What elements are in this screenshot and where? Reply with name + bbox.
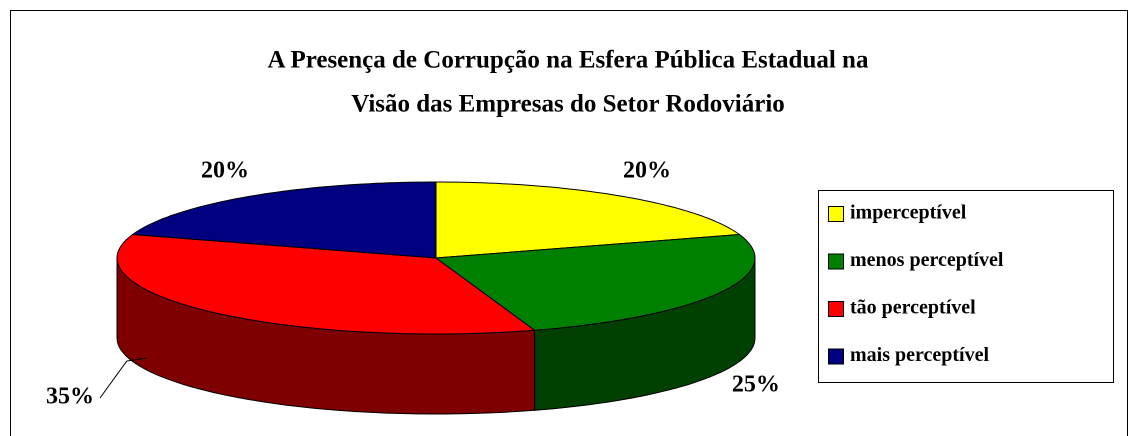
- data-label: 20%: [201, 158, 249, 184]
- slice: [434, 233, 756, 331]
- data-label: 20%: [623, 158, 671, 184]
- legend-swatch: [828, 206, 844, 222]
- legend-swatch: [828, 301, 844, 317]
- slice: [435, 181, 741, 259]
- legend-label: mais perceptível: [850, 344, 989, 366]
- legend-label: tão perceptível: [850, 297, 976, 319]
- data-label: 35%: [46, 384, 94, 410]
- legend-swatch: [828, 253, 844, 270]
- legend-box: [818, 190, 1114, 383]
- slice: [116, 233, 536, 335]
- chart-title: Visão das Empresas do Setor Rodoviário: [351, 91, 785, 118]
- legend-label: imperceptível: [850, 202, 967, 224]
- slice: [131, 181, 437, 259]
- chart-title: A Presença de Corrupção na Esfera Públic…: [268, 47, 869, 74]
- data-label: 25%: [732, 372, 780, 398]
- leader-line: [99, 357, 147, 399]
- legend-swatch: [828, 348, 844, 365]
- legend-label: menos perceptível: [850, 249, 1004, 271]
